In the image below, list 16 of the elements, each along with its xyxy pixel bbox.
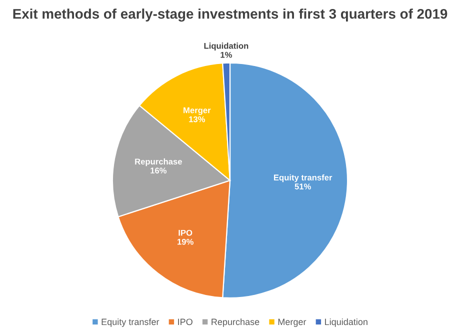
slice-label: IPO bbox=[178, 230, 192, 236]
slice-label: Merger bbox=[184, 107, 211, 115]
legend-label: Liquidation bbox=[325, 318, 368, 327]
data-label: 51% bbox=[294, 184, 311, 190]
data-label: 16% bbox=[150, 168, 167, 174]
slice-label: Liquidation bbox=[204, 42, 248, 50]
slice-label: Repurchase bbox=[135, 158, 182, 166]
chart-title: Exit methods of early-stage investments in first 3 quarters of 2019 bbox=[13, 8, 448, 22]
data-label: 19% bbox=[178, 238, 194, 245]
legend-label: Merger bbox=[278, 318, 306, 327]
legend-label: Equity transfer bbox=[102, 318, 160, 327]
data-label: 13% bbox=[189, 116, 206, 122]
legend-label: IPO bbox=[178, 318, 192, 326]
slice-label: Equity transfer bbox=[274, 174, 332, 182]
data-label: 1% bbox=[220, 52, 232, 58]
legend-label: Repurchase bbox=[212, 318, 260, 327]
